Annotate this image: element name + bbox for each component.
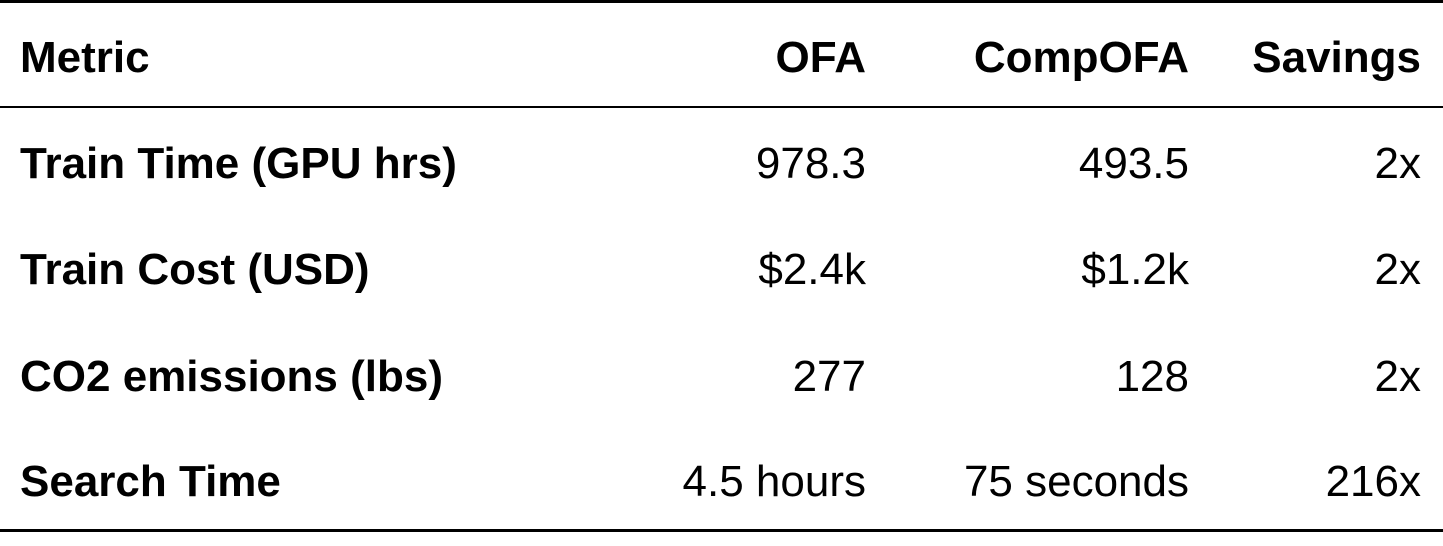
table-header-rule: [0, 106, 1443, 108]
table-row: Search Time 4.5 hours 75 seconds 216x: [0, 452, 1443, 512]
header-metric: Metric: [20, 33, 150, 82]
row-compofa-value: 128: [1115, 352, 1189, 401]
table-row: CO2 emissions (lbs) 277 128 2x: [0, 347, 1443, 407]
header-compofa: CompOFA: [973, 33, 1189, 82]
row-savings-value: 216x: [1325, 457, 1421, 506]
header-savings: Savings: [1252, 33, 1421, 82]
row-ofa-value: $2.4k: [758, 245, 866, 294]
row-metric: Train Cost (USD): [20, 245, 370, 294]
row-savings-value: 2x: [1374, 245, 1421, 294]
table-row: Train Time (GPU hrs) 978.3 493.5 2x: [0, 134, 1443, 194]
header-ofa: OFA: [775, 33, 866, 82]
row-metric: CO2 emissions (lbs): [20, 352, 444, 401]
row-metric: Search Time: [20, 457, 281, 506]
row-metric: Train Time (GPU hrs): [20, 139, 457, 188]
row-ofa-value: 978.3: [755, 139, 866, 188]
table-header-row: Metric OFA CompOFA Savings: [0, 28, 1443, 88]
table-row: Train Cost (USD) $2.4k $1.2k 2x: [0, 240, 1443, 300]
table-bottom-rule: [0, 529, 1443, 532]
row-compofa-value: $1.2k: [1081, 245, 1189, 294]
row-ofa-value: 277: [792, 352, 866, 401]
table-top-rule: [0, 0, 1443, 3]
row-savings-value: 2x: [1374, 139, 1421, 188]
row-ofa-value: 4.5 hours: [682, 457, 866, 506]
row-compofa-value: 75 seconds: [963, 457, 1189, 506]
row-compofa-value: 493.5: [1078, 139, 1189, 188]
row-savings-value: 2x: [1374, 352, 1421, 401]
